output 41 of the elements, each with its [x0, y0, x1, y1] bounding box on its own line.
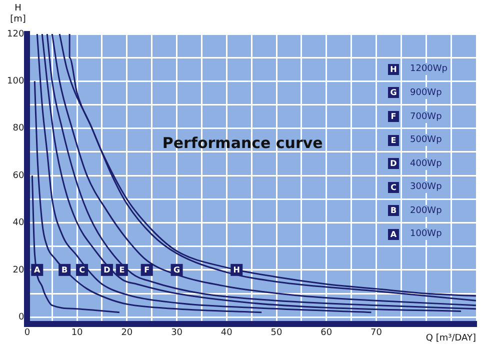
- legend-label: 700Wp: [408, 110, 444, 123]
- y-tick-label: 120: [6, 29, 24, 40]
- text: G: [390, 88, 397, 98]
- text: E: [390, 136, 396, 145]
- y-tick-label: 20: [12, 265, 24, 276]
- x-tick-label: 50: [270, 328, 283, 338]
- x-tick-label: 10: [71, 328, 84, 338]
- y-tick-label: 80: [12, 124, 24, 134]
- text: D: [390, 159, 397, 168]
- annotation: G: [173, 266, 180, 275]
- legend-label: 200Wp: [408, 204, 444, 217]
- annotation: E: [119, 266, 125, 275]
- x-tick-label: 40: [220, 328, 233, 338]
- x-axis-title: Q [m³/DAY]: [426, 334, 476, 344]
- legend-label: 300Wp: [408, 181, 444, 194]
- y-axis-title: H [m]: [10, 3, 26, 24]
- y-tick-label: 0: [18, 312, 24, 322]
- text: C: [390, 182, 396, 192]
- legend-label: 1200Wp: [408, 63, 450, 76]
- legend-label: 400Wp: [408, 158, 444, 170]
- annotation: B: [62, 266, 68, 275]
- x-tick-label: 70: [370, 328, 382, 338]
- x-tick-label: 60: [320, 328, 332, 338]
- y-tick-label: 40: [12, 218, 24, 228]
- annotation: A: [34, 266, 42, 275]
- x-tick-label: 20: [121, 328, 133, 338]
- legend-label: 500Wp: [408, 134, 444, 146]
- legend-label: 900Wp: [408, 86, 444, 99]
- text: B: [390, 206, 397, 216]
- legend-label: 100Wp: [408, 228, 444, 240]
- annotation: D: [104, 266, 111, 275]
- y-tick-label: 100: [6, 76, 24, 87]
- y-tick-label: 60: [12, 170, 24, 181]
- text: F: [390, 112, 396, 122]
- x-tick-label: 30: [171, 328, 183, 338]
- text: A: [390, 230, 397, 239]
- annotation: F: [144, 266, 150, 275]
- text: Performance curve: [162, 134, 323, 152]
- annotation: H: [233, 266, 240, 275]
- text: H: [390, 64, 397, 74]
- annotation: C: [79, 266, 86, 275]
